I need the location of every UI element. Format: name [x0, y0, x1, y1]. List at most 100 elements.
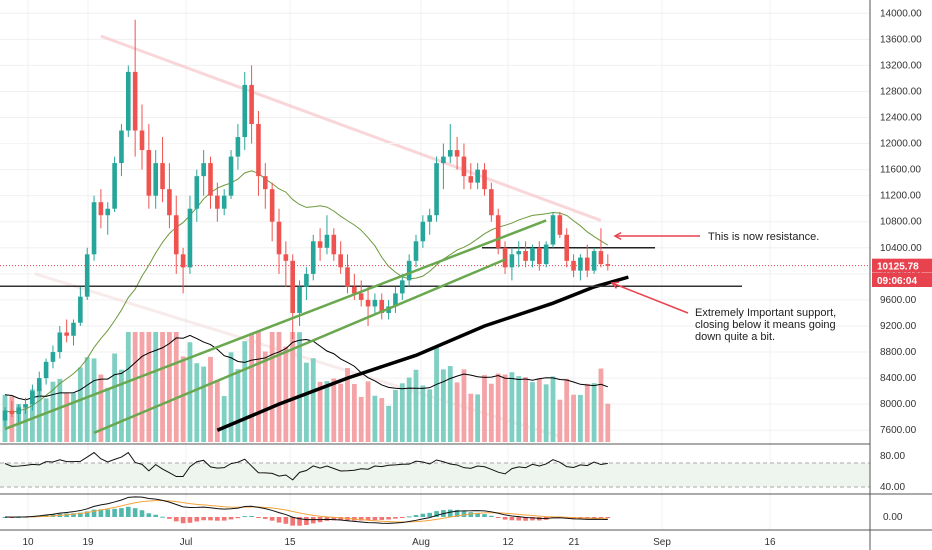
volume-bar	[84, 357, 90, 442]
volume-bar	[516, 376, 522, 442]
volume-bar	[262, 351, 268, 442]
macd-hist-bar	[304, 517, 309, 526]
y-tick-label: 10400.00	[880, 243, 922, 254]
candle-body	[235, 137, 241, 157]
volume-bar	[256, 332, 261, 442]
y-tick-label: 14000.00	[880, 8, 922, 19]
macd-hist-bar	[180, 517, 186, 524]
volume-bar	[372, 395, 378, 442]
macd-tick-0: 0.00	[883, 512, 903, 523]
macd-hist-bar	[78, 512, 83, 517]
x-tick-label: 10	[22, 537, 34, 548]
candle-body	[256, 124, 261, 177]
candle-body	[276, 221, 282, 255]
volume-bar	[386, 405, 391, 442]
x-tick-label: 12	[502, 537, 514, 548]
candle-body	[317, 241, 323, 248]
macd-pane	[0, 493, 932, 531]
volume-bar	[482, 375, 487, 442]
volume-bar	[338, 383, 344, 442]
macd-hist-bar	[434, 511, 439, 517]
volume-bar	[105, 387, 111, 442]
rsi-axis-labels: 80.00 40.00	[880, 451, 905, 493]
volume-bar	[454, 382, 460, 442]
macd-hist-bar	[105, 509, 111, 517]
macd-hist-bar	[454, 509, 460, 517]
candle-body	[173, 215, 179, 255]
volume-bar	[591, 383, 597, 442]
y-tick-label: 12000.00	[880, 139, 922, 150]
volume-bar	[297, 332, 302, 442]
volume-bar	[77, 367, 83, 442]
volume-bar	[146, 332, 152, 442]
x-axis-ticks: 10 19 Jul 15 Aug 12 21 Sep 16	[22, 537, 776, 548]
volume-bar	[228, 352, 234, 442]
candle-body	[358, 293, 364, 300]
macd-hist-bar	[139, 510, 145, 517]
macd-hist-bar	[365, 517, 371, 521]
volume-bar	[447, 366, 453, 442]
macd-hist-bar	[598, 517, 604, 519]
candle-body	[180, 254, 186, 268]
candle-body	[434, 163, 439, 216]
macd-hist-bar	[215, 517, 220, 521]
candle-body	[482, 169, 487, 190]
volume-bar	[221, 396, 227, 442]
candle-body	[310, 241, 316, 274]
candle-body	[372, 299, 378, 307]
upper-green-trendline[interactable]	[4, 219, 547, 431]
candle-body	[454, 150, 460, 157]
volume-bar	[345, 368, 350, 442]
resistance-arrow-head	[613, 231, 622, 241]
volume-bar	[509, 372, 515, 442]
macd-hist-bar	[509, 517, 515, 521]
volume-bar	[427, 389, 433, 442]
candle-body	[502, 247, 508, 268]
volume-bar	[9, 396, 15, 442]
volume-bar	[71, 393, 76, 442]
macd-hist-bar	[310, 517, 316, 524]
candle-body	[160, 163, 165, 190]
candle-body	[290, 260, 295, 313]
macd-hist-bar	[91, 509, 97, 517]
candlesticks	[2, 19, 611, 427]
volume-bar	[153, 332, 159, 442]
candle-body	[71, 322, 76, 336]
volume-bar	[365, 381, 371, 442]
macd-hist-bar	[482, 514, 487, 517]
candle-body	[221, 195, 227, 209]
trendlines[interactable]	[4, 219, 547, 434]
rsi-line	[4, 451, 608, 481]
lower-green-trendline[interactable]	[93, 258, 506, 434]
volume-bar	[324, 381, 330, 442]
volume-bar	[502, 374, 508, 442]
macd-hist-bar	[126, 506, 131, 517]
volume-bar	[358, 396, 364, 442]
candle-body	[98, 202, 104, 216]
macd-hist-bar	[468, 512, 474, 517]
countdown-label: 09:06:04	[877, 276, 917, 287]
y-tick-label: 10800.00	[880, 217, 922, 228]
candle-body	[139, 130, 145, 151]
macd-signal-line	[4, 500, 608, 523]
volume-bar	[276, 332, 282, 442]
candle-body	[598, 251, 604, 265]
volume-bar	[351, 384, 357, 442]
macd-hist-bar	[358, 517, 364, 521]
macd-hist-bar	[84, 511, 90, 517]
volume-bar	[249, 333, 254, 442]
volume-bar	[536, 378, 542, 442]
candle-body	[78, 296, 83, 323]
macd-hist-bar	[605, 517, 611, 519]
candle-body	[194, 176, 200, 209]
macd-hist-bar	[276, 517, 282, 523]
candle-body	[468, 176, 474, 183]
candle-body	[537, 247, 542, 265]
volume-bar	[550, 376, 556, 442]
current-price-badge: 10125.78	[872, 258, 932, 273]
macd-hist-bar	[372, 517, 378, 521]
volume-bar	[475, 394, 481, 442]
candle-body	[242, 84, 248, 138]
candle-body	[119, 130, 124, 164]
